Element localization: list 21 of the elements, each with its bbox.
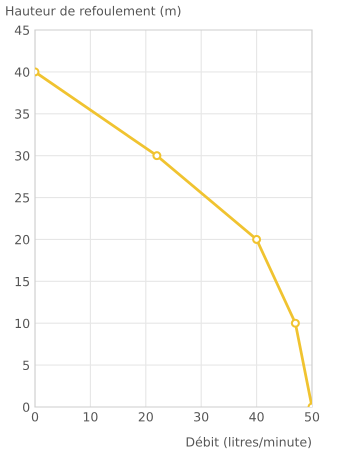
y-tick-label: 30	[15, 151, 30, 161]
x-axis-title: Débit (litres/minute)	[186, 436, 311, 448]
point	[290, 318, 300, 328]
y-tick-label: 15	[16, 276, 30, 286]
y-axis-title: Hauteur de refoulement (m)	[6, 6, 180, 18]
x-tick-label: 10	[84, 412, 98, 422]
y-tick-label: 5	[23, 360, 30, 370]
y-tick-label: 35	[15, 109, 30, 119]
x-tick-label: 50	[305, 412, 320, 422]
x-tick-label: 40	[249, 412, 264, 422]
y-tick-label: 20	[15, 234, 30, 244]
x-tick-label: 0	[32, 412, 38, 422]
y-tick-label: 10	[16, 318, 30, 328]
y-tick-label: 40	[14, 67, 30, 77]
x-tick-label: 20	[138, 412, 153, 422]
y-tick-label: 25	[15, 193, 30, 202]
y-tick-label: 0	[23, 402, 30, 412]
y-tick-label: 45	[14, 26, 30, 35]
point	[252, 234, 262, 244]
point	[152, 151, 162, 160]
x-tick-label: 30	[194, 412, 208, 422]
